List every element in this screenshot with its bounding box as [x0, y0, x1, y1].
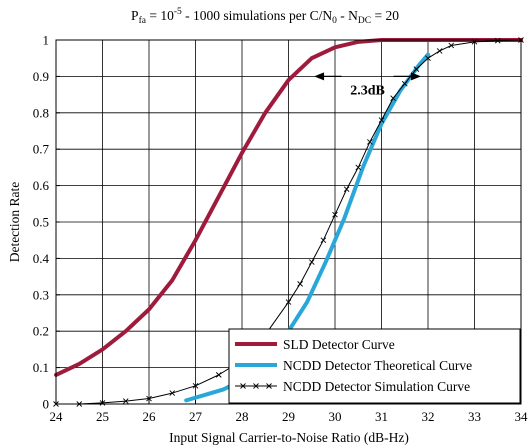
title-exp-superscript: -5 — [174, 7, 182, 17]
legend-label-3: NCDD Detector Simulation Curve — [283, 379, 470, 394]
axis-ticks: 24 25 26 27 28 29 30 31 32 33 34 0 0.1 0.2 0.3 0.4 0.5 0.… — [33, 33, 528, 425]
y-tick-label: 0.1 — [33, 360, 49, 375]
x-tick-label: 34 — [515, 409, 529, 424]
chart-title: Pfa = 10-5 - 1000 simulations per C/N0 -… — [131, 7, 399, 26]
series-point-3 — [448, 42, 455, 49]
series-point-3 — [297, 281, 303, 287]
series-point-3 — [494, 37, 501, 44]
series-point-3 — [332, 211, 338, 218]
x-tick-label: 25 — [96, 409, 109, 424]
series-point-3 — [343, 186, 350, 193]
title-dash: - N — [337, 8, 358, 23]
series-point-3 — [122, 398, 129, 404]
x-tick-label: 33 — [468, 409, 481, 424]
x-axis-label: Input Signal Carrier-to-Noise Ratio (dB-… — [169, 430, 409, 445]
series-line-3 — [55, 39, 522, 405]
series-point-3 — [413, 66, 420, 72]
series-point-3 — [355, 164, 362, 171]
x-tick-label: 30 — [329, 409, 342, 424]
y-tick-label: 1 — [43, 33, 50, 48]
legend-marker — [253, 383, 259, 389]
y-tick-label: 0.7 — [33, 142, 50, 157]
series-point-3 — [169, 390, 176, 396]
series-point-3 — [285, 299, 292, 305]
title-dc-subscript: DC — [358, 16, 371, 26]
title-fa-subscript: fa — [139, 15, 147, 26]
y-tick-label: 0.9 — [33, 69, 49, 84]
legend-label-1: SLD Detector Curve — [283, 337, 395, 352]
annotation-right-arrowhead — [411, 72, 422, 81]
legend-label-2: NCDD Detector Theoretical Curve — [283, 358, 472, 373]
series-point-3 — [378, 117, 385, 123]
y-tick-label: 0.2 — [33, 324, 49, 339]
series-point-3 — [425, 55, 431, 62]
gap-annotation: 2.3dB — [314, 72, 422, 98]
annotation-left-arrowhead — [314, 72, 325, 81]
y-tick-label: 0.3 — [33, 287, 49, 302]
x-tick-label: 27 — [189, 409, 203, 424]
y-axis-label: Detection Rate — [7, 182, 22, 263]
y-tick-label: 0.4 — [33, 251, 50, 266]
title-eq1: = 10 — [146, 8, 174, 23]
x-tick-label: 29 — [282, 409, 295, 424]
y-tick-label: 0.5 — [33, 215, 49, 230]
x-tick-label: 24 — [50, 409, 64, 424]
y-tick-label: 0 — [43, 397, 50, 412]
x-tick-label: 28 — [236, 409, 249, 424]
legend-marker — [240, 383, 246, 389]
title-zero-subscript: 0 — [332, 16, 337, 26]
series-point-3 — [215, 372, 222, 378]
series-point-3 — [390, 95, 396, 102]
series-point-3 — [401, 80, 408, 87]
legend: SLD Detector Curve NCDD Detector Theoreti… — [228, 328, 521, 404]
y-tick-label: 0.6 — [33, 178, 50, 193]
legend-box — [228, 328, 521, 404]
x-tick-label: 32 — [422, 409, 435, 424]
y-tick-label: 0.8 — [33, 105, 49, 120]
title-p: P — [131, 8, 139, 23]
title-eq2: = 20 — [371, 8, 399, 23]
series-point-3 — [367, 139, 373, 145]
x-tick-label: 26 — [143, 409, 157, 424]
legend-marker — [266, 383, 272, 389]
series-point-3 — [320, 237, 327, 244]
title-mid: - 1000 simulations per C/N — [182, 8, 333, 23]
series-point-3 — [146, 395, 152, 402]
series-point-3 — [436, 48, 443, 54]
x-tick-label: 31 — [375, 409, 388, 424]
series-point-3 — [308, 259, 315, 265]
series-point-3 — [192, 382, 199, 389]
annotation-label: 2.3dB — [350, 83, 385, 98]
